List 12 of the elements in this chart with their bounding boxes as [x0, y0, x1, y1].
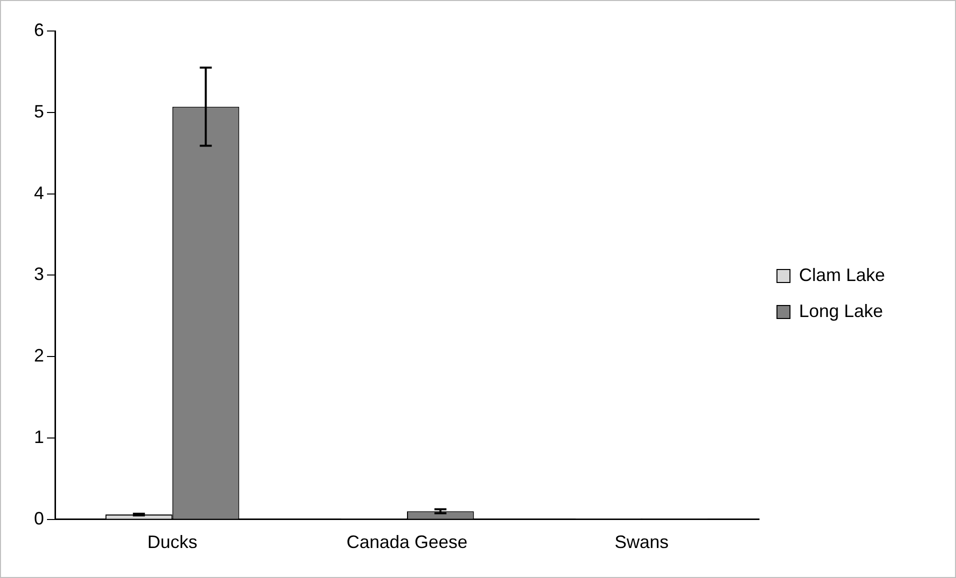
y-tick-label: 0	[34, 508, 44, 528]
legend-label: Long Lake	[798, 300, 884, 321]
y-tick-label: 3	[34, 264, 44, 284]
x-tick-label: Canada Geese	[346, 532, 468, 552]
y-tick-label: 6	[34, 20, 44, 40]
x-tick-label: Swans	[614, 532, 669, 552]
x-tick-label: Ducks	[147, 532, 198, 552]
y-tick-label: 2	[34, 346, 44, 366]
legend-label: Clam Lake	[798, 264, 886, 285]
y-tick-label: 5	[34, 101, 44, 122]
y-tick-label: 1	[34, 426, 44, 447]
y-tick-label: 4	[34, 182, 44, 203]
